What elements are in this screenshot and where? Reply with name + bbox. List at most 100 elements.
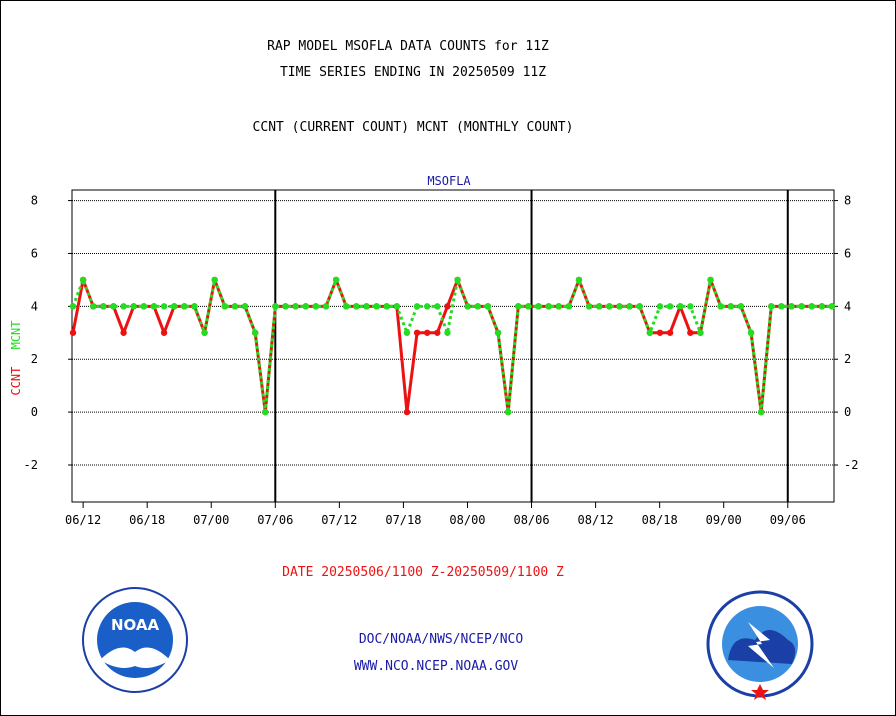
- series-mcnt: [69, 276, 836, 416]
- data-point: [251, 329, 259, 336]
- y-axis-label-mcnt: MCNT: [9, 320, 23, 349]
- y-tick-label: -2: [24, 458, 38, 472]
- data-point: [413, 329, 421, 336]
- data-point: [687, 329, 694, 336]
- data-point: [413, 303, 421, 310]
- data-point: [484, 303, 492, 310]
- data-point: [788, 303, 795, 310]
- data-point: [322, 303, 330, 310]
- x-tick-label: 07/12: [321, 513, 357, 527]
- x-tick-label: 06/12: [65, 513, 101, 527]
- data-point: [545, 303, 552, 310]
- data-point: [818, 303, 826, 310]
- data-point: [535, 303, 542, 310]
- data-point: [241, 303, 249, 310]
- data-point: [687, 303, 694, 310]
- data-point: [434, 303, 441, 310]
- data-point: [434, 329, 441, 336]
- data-point: [343, 303, 350, 310]
- data-point: [747, 329, 755, 336]
- x-tick-label: 07/00: [193, 513, 229, 527]
- data-point: [565, 303, 573, 310]
- data-point: [272, 303, 279, 310]
- data-point: [677, 303, 684, 310]
- data-point: [575, 276, 583, 284]
- data-point: [69, 303, 77, 310]
- data-point: [464, 303, 471, 310]
- data-point: [69, 329, 77, 336]
- data-point: [110, 303, 117, 310]
- data-point: [757, 408, 765, 416]
- nws-logo: [706, 590, 814, 700]
- data-point: [828, 303, 836, 310]
- y-axis-label-ccnt: CCNT: [9, 367, 23, 396]
- data-point: [626, 303, 633, 310]
- x-tick-label: 07/06: [257, 513, 293, 527]
- data-point: [332, 276, 340, 284]
- y-tick-label: 2: [844, 352, 851, 366]
- plot-station-title: MSOFLA: [427, 174, 471, 188]
- data-point: [403, 408, 411, 416]
- data-point: [363, 303, 370, 310]
- y-tick-label: 2: [31, 352, 38, 366]
- data-point: [515, 303, 522, 310]
- website-link[interactable]: WWW.NCO.NCEP.NOAA.GOV: [353, 659, 519, 674]
- data-point: [596, 303, 603, 310]
- y-tick-label: 8: [31, 194, 38, 208]
- data-point: [140, 303, 148, 310]
- data-point: [585, 303, 593, 310]
- series-ccnt: [69, 276, 836, 416]
- chart-title-line-2: TIME SERIES ENDING IN 20250509 11Z: [279, 65, 547, 80]
- org-path-label: DOC/NOAA/NWS/NCEP/NCO: [358, 632, 524, 647]
- data-point: [262, 408, 269, 416]
- data-point: [737, 303, 745, 310]
- data-point: [424, 303, 431, 310]
- data-point: [231, 303, 239, 310]
- major-dividers: [274, 190, 789, 502]
- y-tick-label: 4: [31, 299, 38, 313]
- legend-description: CCNT (CURRENT COUNT) MCNT (MONTHLY COUNT…: [252, 120, 574, 135]
- data-point: [160, 329, 168, 336]
- data-point: [707, 276, 714, 284]
- data-point: [616, 303, 623, 310]
- data-point: [79, 276, 87, 284]
- data-point: [717, 303, 724, 310]
- data-point: [302, 303, 309, 310]
- data-point: [666, 329, 674, 336]
- data-point: [444, 303, 451, 310]
- data-point: [191, 303, 198, 310]
- data-point: [636, 303, 643, 310]
- data-point: [181, 303, 188, 310]
- data-point: [201, 329, 208, 336]
- data-point: [646, 329, 654, 336]
- x-axis: 06/12 06/18 07/00 07/06 07/12 07/18 08/00 08/06…: [65, 502, 806, 527]
- data-point: [312, 303, 320, 310]
- series-line-mcnt: [71, 278, 832, 414]
- data-point: [171, 303, 178, 310]
- data-point: [282, 303, 289, 310]
- x-tick-label: 06/18: [129, 513, 165, 527]
- x-tick-label: 08/18: [642, 513, 678, 527]
- data-point: [808, 303, 815, 310]
- y-tick-label: 4: [844, 299, 851, 313]
- data-point: [221, 303, 228, 310]
- data-point: [525, 303, 532, 310]
- x-tick-label: 08/00: [449, 513, 485, 527]
- chart-title-line-1: RAP MODEL MSOFLA DATA COUNTS for 11Z: [267, 39, 549, 54]
- x-tick-label: 09/06: [770, 513, 806, 527]
- data-point: [160, 303, 168, 310]
- y-axis-left: -2 0 2 4 6 8: [24, 194, 72, 472]
- y-tick-label: 6: [31, 246, 38, 260]
- x-tick-label: 08/12: [578, 513, 614, 527]
- y-axis-right: -2 0 2 4 6 8: [834, 194, 858, 472]
- data-point: [697, 329, 704, 336]
- data-point: [403, 329, 411, 336]
- data-point: [474, 303, 481, 310]
- data-point: [768, 303, 775, 310]
- data-point: [90, 303, 97, 310]
- data-point: [120, 303, 127, 310]
- x-tick-label: 09/00: [706, 513, 742, 527]
- data-point: [778, 303, 785, 310]
- data-point: [424, 329, 431, 336]
